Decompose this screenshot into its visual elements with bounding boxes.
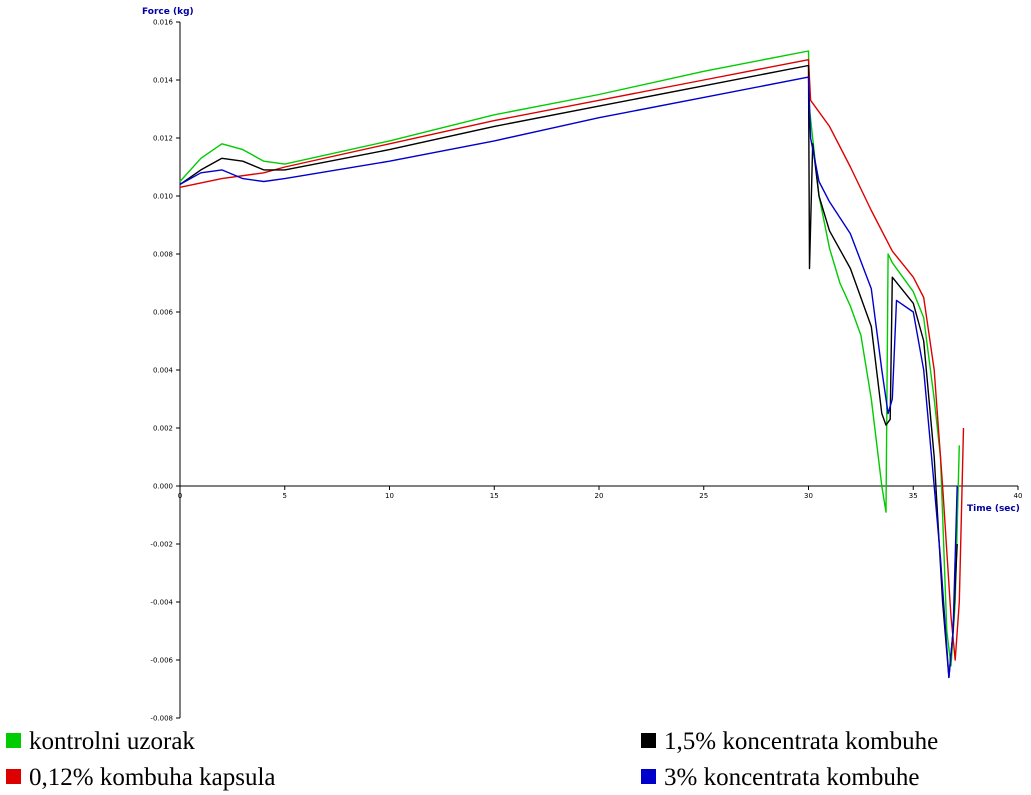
legend-swatch-black	[641, 733, 656, 748]
legend-label: 0,12% kombuha kapsula	[29, 764, 276, 791]
x-tick-label: 10	[385, 492, 394, 500]
x-axis-title: Time (sec)	[967, 504, 1020, 514]
y-tick-label: 0.016	[153, 19, 174, 27]
x-tick-label: 40	[1014, 492, 1023, 500]
x-tick-label: 35	[909, 492, 918, 500]
legend-item-kombuha-kapsula: 0,12% kombuha kapsula	[6, 765, 275, 790]
series-line-4	[179, 76, 958, 679]
y-tick-label: 0.002	[153, 425, 173, 433]
x-tick-label: 20	[595, 492, 604, 500]
series-line-1	[179, 50, 960, 667]
legend-label: 3% koncentrata kombuhe	[664, 764, 920, 791]
series-line-3	[179, 64, 958, 679]
y-tick-label: -0.002	[150, 541, 173, 549]
y-tick-label: -0.004	[150, 599, 173, 607]
y-tick-label: 0.012	[153, 135, 173, 143]
y-tick-label: 0.000	[153, 483, 173, 491]
y-tick-label: -0.008	[150, 715, 173, 723]
y-tick-label: 0.006	[153, 309, 174, 317]
legend-label: 1,5% koncentrata kombuhe	[664, 728, 939, 755]
legend-swatch-red	[6, 769, 21, 784]
legend-swatch-green	[6, 733, 21, 748]
x-tick-label: 15	[490, 492, 499, 500]
y-tick-label: 0.010	[153, 193, 173, 201]
legend-item-3-koncentrata: 3% koncentrata kombuhe	[641, 765, 919, 790]
y-tick-label: 0.008	[153, 251, 173, 259]
force-time-chart: 0.016 0.014 0.012 0.010 0.008 0.006 0.004 0.002…	[142, 7, 1023, 723]
legend-label: kontrolni uzorak	[29, 728, 195, 755]
legend-swatch-blue	[641, 769, 656, 784]
x-tick-label: 0	[178, 492, 182, 500]
chart-axes	[179, 22, 1018, 718]
legend-item-1-5-koncentrata: 1,5% koncentrata kombuhe	[641, 729, 938, 754]
legend-item-kontrolni-uzorak: kontrolni uzorak	[6, 729, 195, 754]
x-tick-label: 25	[699, 492, 708, 500]
y-axis-title: Force (kg)	[142, 7, 194, 17]
y-tick-label: 0.014	[153, 77, 174, 85]
series-line-2	[179, 59, 965, 661]
x-tick-label: 5	[283, 492, 287, 500]
x-tick-label: 30	[804, 492, 813, 500]
y-tick-label: -0.006	[150, 657, 173, 665]
y-tick-label: 0.004	[153, 367, 174, 375]
